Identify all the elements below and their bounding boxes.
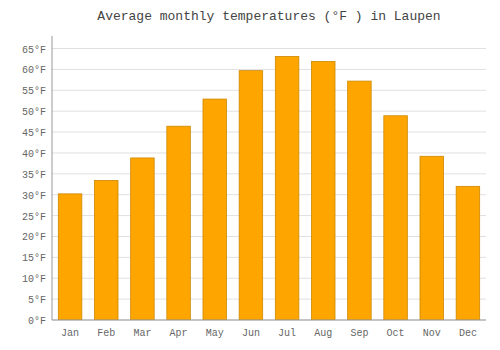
grid-line [52,90,486,91]
x-axis-line [52,320,486,321]
bar [384,116,408,320]
bar [167,126,191,320]
y-tick-label: 20°F [22,232,46,243]
x-tick-label: Nov [423,328,441,339]
bars [58,56,479,320]
y-tick-label: 60°F [22,65,46,76]
x-tick-label: May [206,328,224,339]
y-tick-label: 10°F [22,274,46,285]
grid-line [52,69,486,70]
y-grid [52,49,486,320]
bar [456,186,480,320]
grid-line [52,320,486,321]
x-tick-label: Aug [314,328,332,339]
x-tick-label: Feb [97,328,115,339]
bar [275,56,299,320]
chart-container: Average monthly temperatures (°F ) in La… [0,0,500,350]
y-tick-label: 0°F [28,316,46,327]
bar [311,61,335,320]
x-axis: Jan Feb Mar Apr May Jun Jul Aug Sep Oct Nov Dec [52,320,486,339]
y-axis: 0°F 5°F 10°F 15°F 20°F 25°F 30°F 35°F 40°F 45°F 50… [22,36,52,327]
x-tick-label: Mar [133,328,151,339]
y-tick-label: 25°F [22,212,46,223]
bar [58,194,82,320]
bar [348,81,372,320]
bar [203,99,227,320]
x-tick-label: Sep [350,328,368,339]
x-tick-label: Jun [242,328,260,339]
grid-line [52,111,486,112]
y-tick-label: 35°F [22,170,46,181]
title: Average monthly temperatures (°F ) in La… [97,9,440,24]
y-tick-label: 50°F [22,107,46,118]
y-tick-label: 45°F [22,128,46,139]
y-tick-label: 40°F [22,149,46,160]
y-tick-label: 55°F [22,86,46,97]
bar [420,156,444,320]
y-tick-label: 65°F [22,45,46,56]
x-tick-label: Dec [459,328,477,339]
x-tick-label: Apr [170,328,188,339]
grid-line [52,152,486,153]
y-tick-label: 15°F [22,253,46,264]
x-tick-label: Jul [278,328,296,339]
x-tick-label: Oct [387,328,405,339]
grid-line [52,48,486,49]
bar [131,158,155,320]
x-tick-label: Jan [61,328,79,339]
y-tick-label: 5°F [28,295,46,306]
chart-svg: Average monthly temperatures (°F ) in La… [0,0,500,350]
bar [94,181,118,320]
page: {"chart_data": {"type": "bar", "title": … [0,0,500,350]
y-tick-label: 30°F [22,191,46,202]
y-axis-line [52,36,53,320]
grid-line [52,132,486,133]
bar [239,71,263,320]
